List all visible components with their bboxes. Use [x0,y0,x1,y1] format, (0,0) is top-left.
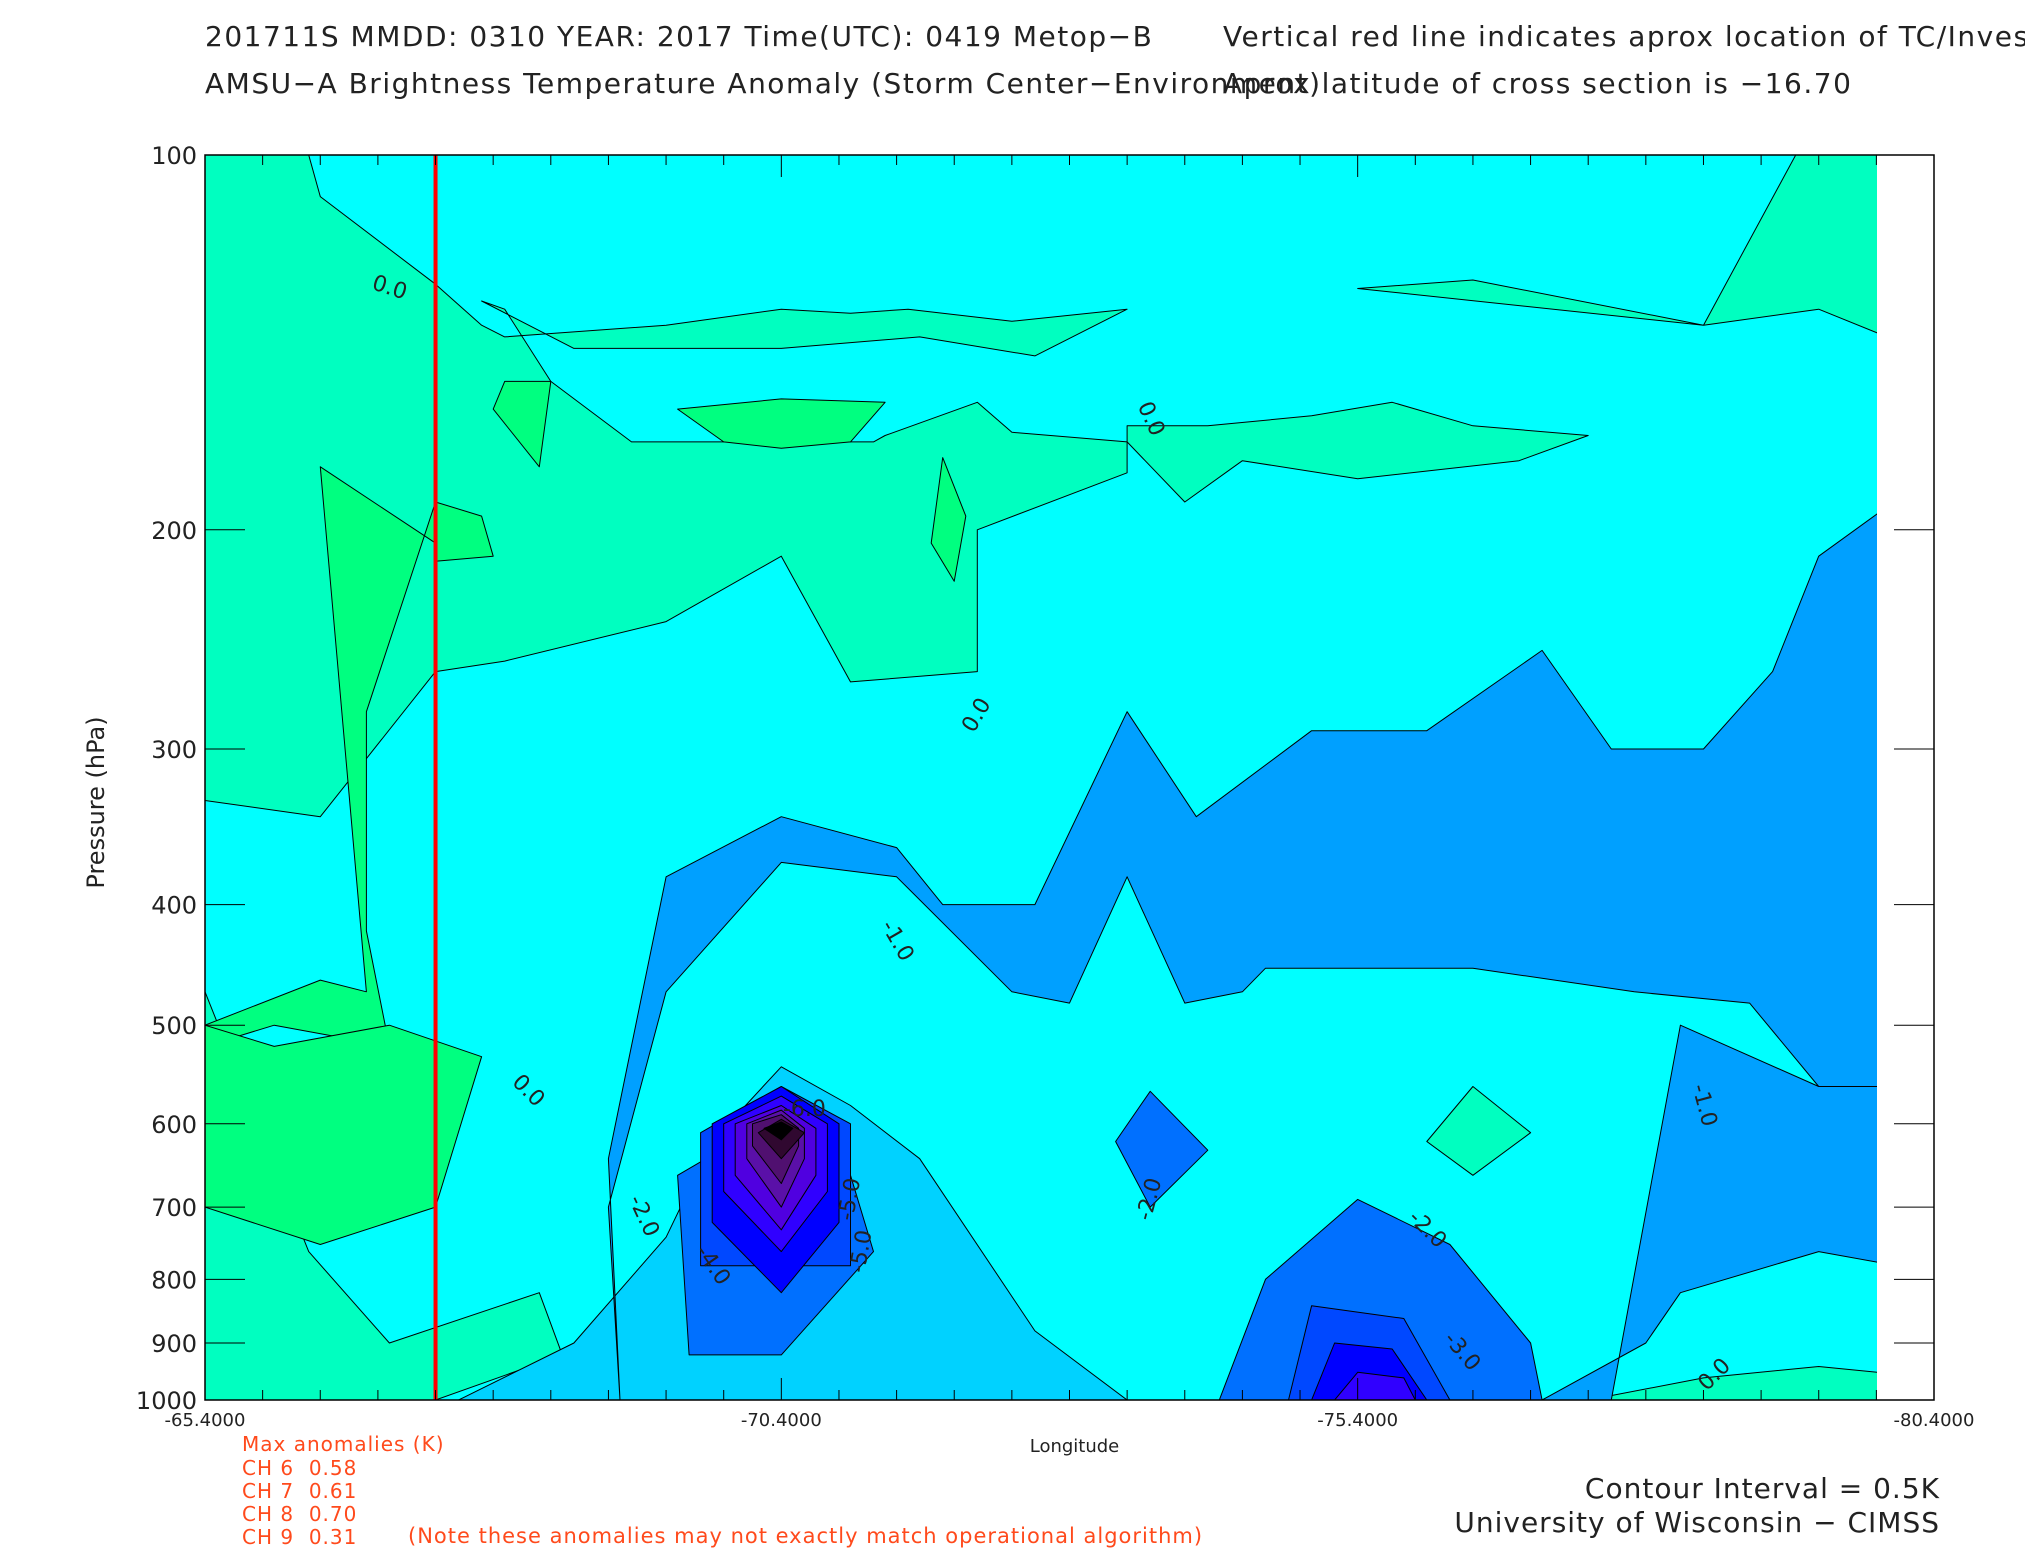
max-anomaly-ch6: CH 6 0.58 [242,1456,358,1480]
credit-text: University of Wisconsin − CIMSS [1454,1506,1940,1539]
max-anomalies-title: Max anomalies (K) [242,1432,445,1456]
contour-region-6 [1426,1086,1532,1176]
anomaly-note: (Note these anomalies may not exactly ma… [408,1524,1204,1548]
contour-region-24 [1334,1371,1416,1400]
contour-region-18 [1115,1090,1209,1208]
contour-region-11 [205,1024,483,1245]
x-tick-label: -75.4000 [1317,1410,1398,1431]
y-tick-label: 800 [151,1266,197,1294]
max-anomaly-ch7: CH 7 0.61 [242,1479,358,1503]
contour-label: -6.0 [783,1097,826,1122]
x-tick-label: -65.4000 [165,1410,246,1431]
header-title-line2: AMSU−A Brightness Temperature Anomaly (S… [205,67,1322,100]
y-tick-label: 1000 [136,1387,197,1415]
contour-region-15 [1541,1024,1877,1400]
y-tick-label: 300 [151,736,197,764]
contour-region-8 [492,380,552,468]
y-tick-label: 700 [151,1194,197,1222]
y-tick-label: 200 [151,517,197,545]
contour-region-2 [1357,155,1877,334]
x-axis: -65.4000 -70.4000 -75.4000 -80.4000 [165,155,1975,1431]
y-tick-label: 500 [151,1012,197,1040]
header-note-line1: Vertical red line indicates aprox locati… [1223,20,2025,53]
x-tick-label: -70.4000 [741,1410,822,1431]
y-axis-label: Pressure (hPa) [82,716,110,888]
contour-fills [205,155,1877,1400]
header-title-line1: 201711S MMDD: 0310 YEAR: 2017 Time(UTC):… [205,20,1154,53]
contour-region-14 [607,513,1877,1400]
y-tick-label: 900 [151,1330,197,1358]
contour-region-29 [763,1121,794,1141]
contour-region-10 [930,457,967,582]
y-tick-label: 100 [151,142,197,170]
max-anomaly-ch9: CH 9 0.31 [242,1525,358,1549]
contour-region-9 [677,398,886,449]
contour-region-5 [1587,1366,1877,1400]
contour-region-3 [1126,401,1589,503]
header-note-line2: Aprox latitude of cross section is −16.7… [1223,67,1853,100]
max-anomaly-ch8: CH 8 0.70 [242,1502,358,1526]
y-axis: 100 200 300 400 500 600 700 800 900 1000 [136,142,1934,1415]
x-tick-label: -80.4000 [1894,1410,1975,1431]
y-tick-label: 600 [151,1111,197,1139]
y-tick-label: 400 [151,892,197,920]
x-axis-label: Longitude [1030,1436,1120,1457]
contour-interval-text: Contour Interval = 0.5K [1584,1472,1940,1505]
contour-region-17 [1218,1198,1543,1400]
